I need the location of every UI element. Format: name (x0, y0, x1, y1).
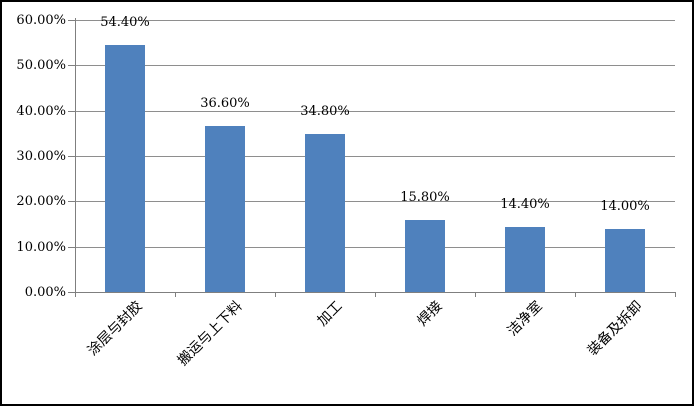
bar[interactable] (505, 227, 545, 292)
gridline (76, 65, 675, 66)
x-axis-line (75, 292, 676, 293)
x-axis-tick (575, 292, 576, 297)
y-tick-label: 60.00% (16, 13, 66, 28)
x-axis-tick (675, 292, 676, 297)
y-axis-tick (68, 247, 75, 248)
bar[interactable] (405, 220, 445, 292)
x-axis-tick (275, 292, 276, 297)
bar-value-label: 54.40% (100, 15, 150, 30)
gridline (76, 201, 675, 202)
x-category-label: 加工 (314, 298, 346, 330)
gridline (76, 156, 675, 157)
bar-value-label: 15.80% (400, 190, 450, 205)
bar[interactable] (105, 45, 145, 292)
x-category-label: 洁净室 (504, 298, 546, 340)
y-axis-tick (68, 201, 75, 202)
gridline (76, 111, 675, 112)
bar-value-label: 14.00% (600, 199, 650, 214)
bar-value-label: 34.80% (300, 104, 350, 119)
x-axis-tick (75, 292, 76, 297)
y-tick-label: 0.00% (24, 285, 66, 300)
gridline (76, 20, 675, 21)
y-axis-tick (68, 292, 75, 293)
x-axis-tick (475, 292, 476, 297)
y-tick-label: 40.00% (16, 104, 66, 119)
x-category-label: 焊接 (414, 298, 446, 330)
y-tick-label: 10.00% (16, 240, 66, 255)
y-tick-label: 30.00% (16, 149, 66, 164)
bar[interactable] (305, 134, 345, 292)
y-axis-tick (68, 111, 75, 112)
x-category-label: 搬运与上下料 (174, 298, 246, 370)
gridline (76, 247, 675, 248)
x-axis-tick (375, 292, 376, 297)
x-category-label: 装备及拆卸 (584, 298, 646, 360)
bar-value-label: 36.60% (200, 96, 250, 111)
y-axis-line (75, 18, 76, 293)
bar-value-label: 14.40% (500, 197, 550, 212)
bar[interactable] (605, 229, 645, 292)
y-tick-label: 50.00% (16, 58, 66, 73)
x-axis-tick (175, 292, 176, 297)
y-axis-tick (68, 65, 75, 66)
y-tick-label: 20.00% (16, 194, 66, 209)
y-axis-tick (68, 20, 75, 21)
bar[interactable] (205, 126, 245, 292)
y-axis-tick (68, 156, 75, 157)
x-category-label: 涂层与封胶 (84, 298, 146, 360)
